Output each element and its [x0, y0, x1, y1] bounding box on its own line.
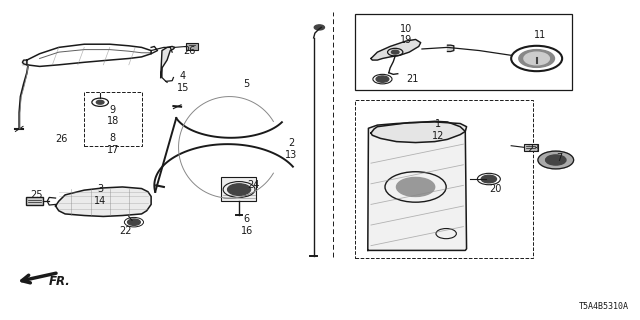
Circle shape — [127, 219, 140, 225]
Circle shape — [392, 50, 399, 54]
Text: 22: 22 — [120, 226, 132, 236]
Text: FR.: FR. — [49, 275, 71, 288]
Circle shape — [545, 155, 566, 165]
Polygon shape — [56, 187, 151, 216]
Circle shape — [519, 50, 554, 68]
Text: 7: 7 — [556, 153, 562, 164]
Polygon shape — [161, 46, 175, 77]
Text: 20: 20 — [489, 184, 501, 194]
Circle shape — [97, 100, 104, 104]
Circle shape — [228, 184, 250, 195]
Circle shape — [314, 25, 324, 30]
Text: 5: 5 — [244, 79, 250, 89]
Circle shape — [396, 178, 435, 196]
Text: 9
18: 9 18 — [107, 105, 119, 126]
Text: 23: 23 — [527, 144, 540, 154]
Polygon shape — [371, 39, 420, 60]
Circle shape — [481, 175, 497, 183]
Text: 3
14: 3 14 — [94, 184, 106, 206]
Circle shape — [524, 52, 549, 65]
Text: 25: 25 — [30, 190, 43, 200]
Text: 1
12: 1 12 — [432, 119, 444, 141]
Text: 6
16: 6 16 — [241, 214, 253, 236]
Text: 26: 26 — [56, 134, 68, 144]
Text: T5A4B5310A: T5A4B5310A — [579, 302, 629, 311]
Bar — [221, 178, 256, 201]
Text: 10
19: 10 19 — [400, 24, 412, 45]
Text: 8
17: 8 17 — [107, 133, 119, 155]
Text: 21: 21 — [406, 74, 419, 84]
Circle shape — [538, 151, 573, 169]
Text: 24: 24 — [247, 180, 259, 190]
Bar — [186, 43, 198, 50]
Polygon shape — [371, 122, 467, 142]
Circle shape — [376, 76, 389, 82]
Text: 4
15: 4 15 — [177, 71, 189, 93]
Text: 2
13: 2 13 — [285, 138, 298, 160]
Polygon shape — [368, 121, 467, 251]
Bar — [26, 197, 44, 205]
Bar — [84, 92, 141, 146]
Text: 11: 11 — [534, 30, 546, 40]
Bar — [355, 100, 534, 258]
Bar — [355, 14, 572, 90]
Bar — [524, 143, 538, 151]
Polygon shape — [447, 45, 454, 52]
Text: 26: 26 — [183, 45, 196, 56]
